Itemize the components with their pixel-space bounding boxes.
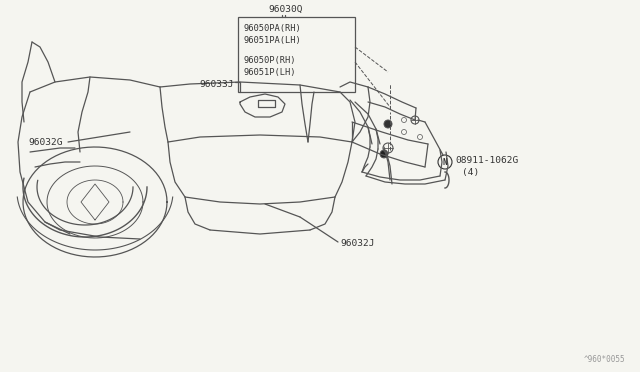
Text: 96032J: 96032J [340,240,374,248]
Text: 96032G: 96032G [28,138,63,147]
Circle shape [384,120,392,128]
Text: 96050P(RH): 96050P(RH) [243,56,296,65]
Text: ^960*0055: ^960*0055 [584,355,625,364]
Text: 96033J: 96033J [200,80,234,89]
Text: 08911-1062G: 08911-1062G [455,155,518,164]
Text: 96051PA(LH): 96051PA(LH) [243,36,301,45]
Text: N: N [443,157,447,167]
Text: 96050PA(RH): 96050PA(RH) [243,24,301,33]
Text: 96030Q: 96030Q [268,5,303,14]
Bar [238,17,355,92]
Text: 96051P(LH): 96051P(LH) [243,68,296,77]
Text: (4): (4) [462,167,479,176]
Circle shape [380,150,388,158]
